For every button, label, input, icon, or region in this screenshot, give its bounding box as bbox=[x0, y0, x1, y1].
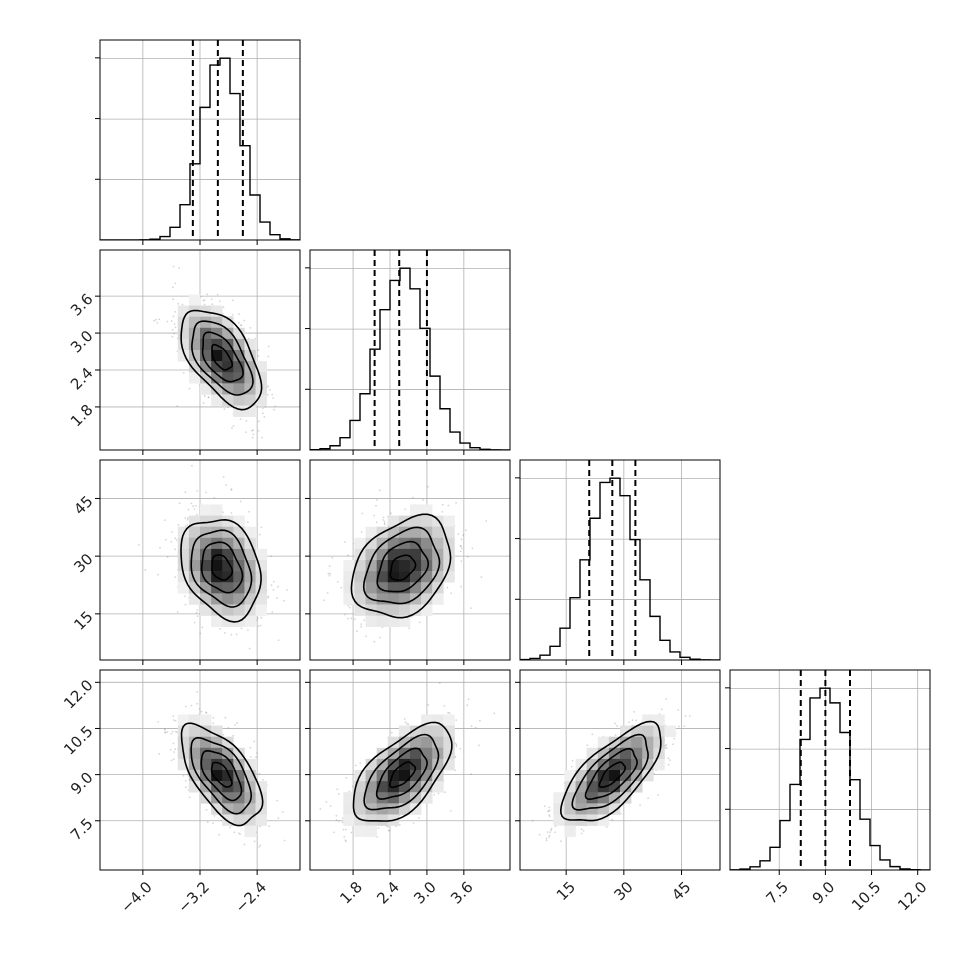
panel-3-1: 1.8 2.4 3.0 3.6 bbox=[305, 669, 511, 908]
contours-2-0 bbox=[180, 518, 262, 623]
y-tick-label-1-2: 3.0 bbox=[67, 327, 97, 357]
panel-1-0: 1.8 2.4 3.0 3.6 bbox=[67, 249, 301, 455]
x-tick-label-3-2: 10.5 bbox=[848, 878, 884, 914]
contour-1-0-3 bbox=[180, 309, 263, 411]
contour-2-0-0 bbox=[211, 554, 234, 581]
contour-3-0-3 bbox=[180, 722, 264, 827]
panel-frame-3-3 bbox=[729, 669, 931, 871]
contour-2-1-3 bbox=[350, 513, 452, 619]
contours-2-1 bbox=[350, 513, 452, 619]
density-3-2 bbox=[553, 714, 676, 837]
x-tick-label-0-0: −4.0 bbox=[117, 878, 155, 916]
density-2-1 bbox=[343, 504, 455, 627]
contour-3-2-0 bbox=[598, 761, 626, 789]
contour-1-0-0 bbox=[211, 343, 233, 371]
y-tick-label-3-3: 12.0 bbox=[60, 676, 96, 712]
y-tick-label-2-0: 15 bbox=[70, 608, 96, 634]
panel-frame-1-1 bbox=[309, 249, 511, 451]
panel-frame-2-2 bbox=[519, 459, 721, 661]
panel-frame-2-1 bbox=[309, 459, 511, 661]
x-tick-label-1-2: 3.0 bbox=[410, 878, 440, 908]
contour-3-0-1 bbox=[200, 749, 243, 802]
contours-3-1 bbox=[352, 721, 453, 822]
contour-2-0-2 bbox=[190, 529, 253, 608]
y-tick-label-1-1: 2.4 bbox=[67, 364, 97, 394]
contour-3-1-2 bbox=[363, 733, 440, 811]
y-tick-label-3-2: 10.5 bbox=[60, 722, 96, 758]
x-tick-label-2-1: 30 bbox=[611, 878, 637, 904]
contour-3-2-3 bbox=[559, 720, 662, 822]
contour-3-0-2 bbox=[190, 736, 253, 815]
contour-2-1-2 bbox=[362, 526, 441, 605]
x-tick-label-1-1: 2.4 bbox=[373, 878, 403, 908]
y-tick-label-1-3: 3.6 bbox=[67, 290, 97, 320]
x-tick-label-0-1: −3.2 bbox=[174, 878, 212, 916]
y-tick-label-2-2: 45 bbox=[70, 492, 96, 518]
contour-3-2-2 bbox=[571, 733, 649, 811]
histogram-1 bbox=[310, 267, 510, 450]
contour-1-0-2 bbox=[191, 320, 254, 396]
panel-2-2 bbox=[515, 459, 721, 665]
contour-3-0-0 bbox=[210, 761, 233, 788]
histogram-2 bbox=[520, 477, 720, 660]
panel-2-1 bbox=[305, 459, 511, 665]
panel-frame-3-2 bbox=[519, 669, 721, 871]
panel-frame-3-1 bbox=[309, 669, 511, 871]
histogram-3 bbox=[730, 687, 930, 870]
contour-2-0-3 bbox=[180, 518, 262, 623]
y-tick-label-3-0: 7.5 bbox=[67, 815, 97, 845]
panel-3-3: 7.5 9.0 10.5 12.0 bbox=[725, 669, 931, 914]
contour-3-1-0 bbox=[389, 761, 417, 789]
x-tick-label-1-3: 3.6 bbox=[447, 878, 477, 908]
y-tick-label-3-1: 9.0 bbox=[67, 768, 97, 798]
contours-3-2 bbox=[559, 720, 662, 822]
contour-2-1-1 bbox=[376, 540, 429, 593]
contour-2-0-1 bbox=[200, 541, 244, 594]
y-tick-label-2-1: 30 bbox=[70, 550, 96, 576]
x-tick-label-0-2: −2.4 bbox=[232, 878, 270, 916]
panel-1-1 bbox=[305, 249, 511, 455]
contours-1-0 bbox=[180, 309, 263, 411]
contour-3-2-1 bbox=[584, 747, 638, 801]
x-tick-label-2-2: 45 bbox=[668, 878, 694, 904]
contour-3-1-3 bbox=[352, 721, 453, 822]
contour-2-1-0 bbox=[389, 554, 417, 581]
contour-1-0-1 bbox=[201, 331, 244, 383]
panel-3-2: 15 30 45 bbox=[515, 669, 721, 904]
y-tick-label-1-0: 1.8 bbox=[67, 401, 97, 431]
panel-2-0: 15 30 45 bbox=[70, 459, 301, 665]
x-tick-label-3-3: 12.0 bbox=[894, 878, 930, 914]
contour-3-1-1 bbox=[375, 747, 428, 800]
x-tick-label-1-0: 1.8 bbox=[336, 878, 366, 908]
x-tick-label-3-1: 9.0 bbox=[809, 878, 839, 908]
x-tick-label-3-0: 7.5 bbox=[763, 878, 793, 908]
contours-3-0 bbox=[180, 722, 264, 827]
x-tick-label-2-0: 15 bbox=[553, 878, 579, 904]
panel-0-0 bbox=[95, 39, 301, 245]
panel-3-0: −4.0 −3.2 −2.4 7.5 9.0 10.5 12.0 bbox=[60, 669, 301, 916]
